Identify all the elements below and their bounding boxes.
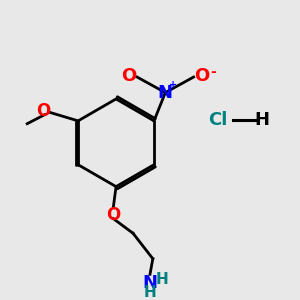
Text: -: -	[210, 65, 216, 79]
Text: H: H	[156, 272, 169, 287]
Text: +: +	[169, 80, 177, 90]
Text: O: O	[194, 67, 210, 85]
Text: O: O	[36, 102, 50, 120]
Text: N: N	[158, 84, 173, 102]
Text: O: O	[106, 206, 120, 224]
Text: H: H	[254, 111, 269, 129]
Text: O: O	[121, 67, 136, 85]
Text: H: H	[144, 285, 156, 300]
Text: N: N	[142, 274, 158, 292]
Text: Cl: Cl	[208, 111, 228, 129]
